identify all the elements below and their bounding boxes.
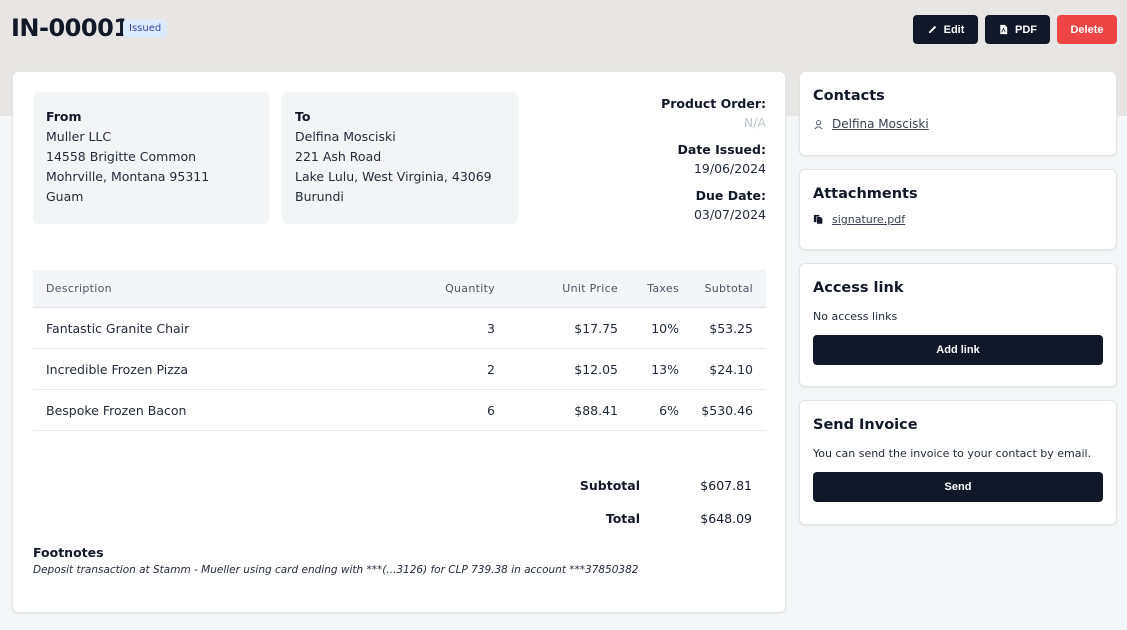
product-order-value: N/A: [743, 115, 766, 130]
contact-item: Delfina Mosciski: [813, 117, 1103, 131]
contacts-title: Contacts: [813, 88, 885, 104]
access-link-card: Access link No access links Add link: [799, 263, 1117, 387]
cell-description: Incredible Frozen Pizza: [46, 361, 188, 377]
cell-subtotal: $530.46: [701, 402, 753, 418]
to-line: 221 Ash Road: [295, 149, 382, 164]
attachment-link[interactable]: signature.pdf: [832, 213, 906, 226]
invoice-meta: Product Order: N/A Date Issued: 19/06/20…: [661, 94, 766, 232]
cell-unit-price: $12.05: [574, 361, 618, 377]
cell-unit-price: $17.75: [574, 320, 618, 336]
contact-link[interactable]: Delfina Mosciski: [832, 117, 929, 131]
cell-description: Bespoke Frozen Bacon: [46, 402, 187, 418]
pdf-label: PDF: [1015, 23, 1037, 36]
pencil-icon: [928, 25, 936, 34]
access-link-title: Access link: [813, 280, 904, 296]
cell-description: Fantastic Granite Chair: [46, 320, 190, 336]
to-address-box: To Delfina Mosciski 221 Ash Road Lake Lu…: [282, 92, 518, 224]
invoice-number-title: IN-00001: [11, 14, 130, 42]
column-quantity: Quantity: [445, 282, 495, 295]
to-label: To: [295, 109, 311, 124]
date-issued-label: Date Issued:: [677, 142, 766, 157]
attachments-card: Attachments signature.pdf: [799, 169, 1117, 250]
cell-unit-price: $88.41: [574, 402, 618, 418]
line-items-table: Description Quantity Unit Price Taxes Su…: [33, 270, 766, 431]
send-button[interactable]: Send: [813, 472, 1103, 502]
table-row: Fantastic Granite Chair 3 $17.75 10% $53…: [33, 308, 766, 349]
total-value: $648.09: [700, 511, 752, 526]
table-header: Description Quantity Unit Price Taxes Su…: [33, 270, 766, 308]
column-taxes: Taxes: [647, 282, 679, 295]
subtotal-label: Subtotal: [579, 478, 640, 493]
table-row: Bespoke Frozen Bacon 6 $88.41 6% $530.46: [33, 390, 766, 431]
cell-taxes: 6%: [659, 402, 679, 418]
total-row: Total $648.09: [520, 511, 752, 526]
attachments-title: Attachments: [813, 186, 918, 202]
pdf-file-icon: [1000, 24, 1008, 35]
edit-label: Edit: [943, 23, 965, 36]
cell-quantity: 2: [487, 361, 495, 377]
cell-subtotal: $53.25: [709, 320, 753, 336]
total-label: Total: [605, 511, 640, 526]
footnotes-text: Deposit transaction at Stamm - Mueller u…: [33, 564, 639, 576]
user-icon: [814, 119, 823, 129]
send-invoice-title: Send Invoice: [813, 417, 918, 433]
subtotal-value: $607.81: [700, 478, 752, 493]
cell-quantity: 3: [487, 320, 495, 336]
to-line: Burundi: [295, 189, 344, 204]
footnotes-heading: Footnotes: [33, 545, 104, 560]
page-header: IN-00001 Issued Edit PDF Delete: [0, 0, 1127, 60]
send-invoice-card: Send Invoice You can send the invoice to…: [799, 400, 1117, 525]
cell-subtotal: $24.10: [709, 361, 753, 377]
due-date-value: 03/07/2024: [693, 207, 766, 222]
access-link-empty-text: No access links: [813, 310, 898, 323]
from-line: Guam: [46, 189, 84, 204]
due-date-label: Due Date:: [695, 188, 766, 203]
pdf-button[interactable]: PDF: [985, 15, 1050, 44]
file-icon: [813, 214, 823, 225]
column-subtotal: Subtotal: [704, 282, 753, 295]
from-line: 14558 Brigitte Common: [46, 149, 197, 164]
from-address-box: From Muller LLC 14558 Brigitte Common Mo…: [33, 92, 269, 224]
to-line: Delfina Mosciski: [295, 129, 396, 144]
from-label: From: [46, 109, 82, 124]
cell-taxes: 13%: [651, 361, 679, 377]
subtotal-row: Subtotal $607.81: [520, 478, 752, 493]
column-description: Description: [46, 282, 112, 295]
delete-label: Delete: [1070, 23, 1104, 36]
to-line: Lake Lulu, West Virginia, 43069: [295, 169, 492, 184]
contacts-card: Contacts Delfina Mosciski: [799, 71, 1117, 156]
from-line: Muller LLC: [46, 129, 112, 144]
invoice-card: From Muller LLC 14558 Brigitte Common Mo…: [12, 71, 786, 613]
date-issued-value: 19/06/2024: [693, 161, 766, 176]
product-order-label: Product Order:: [661, 96, 766, 111]
from-line: Mohrville, Montana 95311: [46, 169, 210, 184]
column-unit-price: Unit Price: [562, 282, 618, 295]
status-badge: Issued: [123, 20, 168, 37]
attachment-item: signature.pdf: [813, 213, 1103, 226]
send-invoice-text: You can send the invoice to your contact…: [813, 447, 1092, 460]
delete-button[interactable]: Delete: [1057, 15, 1117, 44]
table-row: Incredible Frozen Pizza 2 $12.05 13% $24…: [33, 349, 766, 390]
cell-taxes: 10%: [651, 320, 679, 336]
add-link-button[interactable]: Add link: [813, 335, 1103, 365]
cell-quantity: 6: [487, 402, 495, 418]
edit-button[interactable]: Edit: [913, 15, 978, 44]
